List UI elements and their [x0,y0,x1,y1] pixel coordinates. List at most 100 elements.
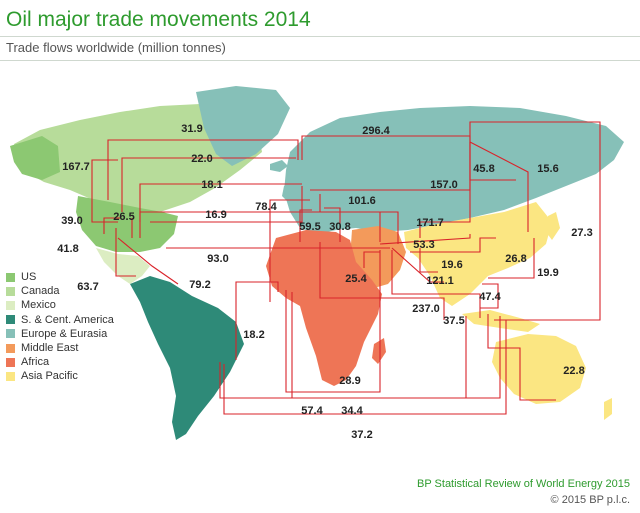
region-south-central-america [130,276,244,440]
flow-value-label: 167.7 [62,161,90,173]
flow-arrow [115,228,136,277]
region-iceland [270,160,288,172]
flow-value-label: 171.7 [416,217,444,229]
flow-value-label: 39.0 [61,215,82,227]
flow-value-label: 16.9 [205,209,226,221]
chart-title: Oil major trade movements 2014 [6,8,311,31]
flow-arrow [469,121,601,321]
flow-value-label: 19.9 [537,267,558,279]
flow-arrow [363,251,380,268]
flow-value-label: 22.0 [191,153,212,165]
flow-value-label: 41.8 [57,243,78,255]
flow-value-label: 34.4 [341,405,363,417]
legend-label: Africa [21,356,50,369]
flow-value-label: 31.9 [181,123,202,135]
flow-arrow [291,292,467,399]
region-africa [266,230,382,386]
legend-label: Mexico [21,299,56,312]
region-uk [282,180,296,202]
legend-label: Canada [21,285,60,298]
flow-arrow [410,237,496,253]
legend-swatch [6,343,15,353]
flow-arrow [391,247,444,283]
flow-arrow [139,211,399,244]
flow-arrow [488,238,535,279]
legend-swatch [6,371,15,381]
region-japan [546,212,560,240]
flow-value-label: 26.8 [505,253,526,265]
flow-arrow [103,217,120,234]
region-greenland [196,86,290,166]
legend-label: Asia Pacific [21,370,78,383]
flow-value-label: 28.9 [339,375,360,387]
subtitle-divider [0,60,640,61]
flow-arrow [487,314,556,401]
region-indonesia [462,310,540,332]
flow-value-label: 26.5 [113,211,134,223]
legend-label: Middle East [21,342,79,355]
region-madagascar [372,338,386,364]
title-divider [0,36,640,37]
legend-label: Europe & Eurasia [21,327,108,340]
regions [10,86,624,440]
flow-arrow [139,183,302,222]
legend-swatch [6,315,15,325]
region-new-zealand [604,398,612,420]
flow-arrow [150,186,303,223]
flow-value-label: 237.0 [412,303,440,315]
flow-arrow [419,142,471,238]
chart-subtitle: Trade flows worldwide (million tonnes) [6,40,226,55]
flow-value-label: 79.2 [189,279,210,291]
flow-value-label: 45.8 [473,163,494,175]
legend-swatch [6,272,15,282]
legend-item-middle-east: Middle East [6,341,114,355]
flow-arrow [419,248,438,273]
flow-arrow [107,139,299,200]
flow-value-label: 121.1 [426,275,454,287]
legend-swatch [6,286,15,296]
legend-swatch [6,300,15,310]
flow-value-label: 18.1 [201,179,222,191]
flow-value-label: 25.4 [345,273,367,285]
region-mexico [96,248,150,284]
flow-value-label: 19.6 [441,259,462,271]
flow-value-label: 37.2 [351,429,372,441]
flow-value-label: 93.0 [207,253,228,265]
source-note: BP Statistical Review of World Energy 20… [417,478,630,490]
flow-value-label: 78.4 [255,201,277,213]
flow-arrow [285,250,381,393]
legend-swatch [6,329,15,339]
flow-value-label: 63.7 [77,281,98,293]
flow-arrow [269,199,310,302]
flow-arrow [235,281,279,360]
region-europe-eurasia [284,106,624,234]
flow-value-label: 27.3 [571,227,592,239]
flow-value-label: 296.4 [362,125,390,137]
world-map: 31.9 296.4 22.0 45.8 15.6 167.7 18.1 157.0 101.6… [10,86,624,441]
flow-value-labels: 31.9 296.4 22.0 45.8 15.6 167.7 18.1 157.0 101.6… [57,123,592,441]
flow-value-label: 15.6 [537,163,558,175]
legend-label: S. & Cent. America [21,313,114,326]
flow-arrow [480,283,499,309]
copyright-note: © 2015 BP p.l.c. [550,494,630,506]
legend-swatch [6,357,15,367]
flow-arrow [469,141,529,232]
legend-item-s-cent-america: S. & Cent. America [6,313,114,327]
region-australia [492,334,586,404]
flow-value-label: 30.8 [329,221,350,233]
region-us [76,196,178,252]
flow-arrow [117,237,179,285]
flow-value-label: 57.4 [301,405,323,417]
flow-value-label: 37.5 [443,315,464,327]
flow-arrow [379,234,471,245]
flow-arrow [91,159,118,223]
legend-item-us: US [6,270,114,284]
region-asia-pacific [404,202,552,306]
flow-value-label: 18.2 [243,329,264,341]
legend-item-europe-eurasia: Europe & Eurasia [6,327,114,341]
flow-arrows [91,121,601,415]
legend-label: US [21,271,37,284]
flow-arrow [324,207,341,242]
flow-value-label: 101.6 [348,195,376,207]
flow-value-label: 157.0 [430,179,458,191]
